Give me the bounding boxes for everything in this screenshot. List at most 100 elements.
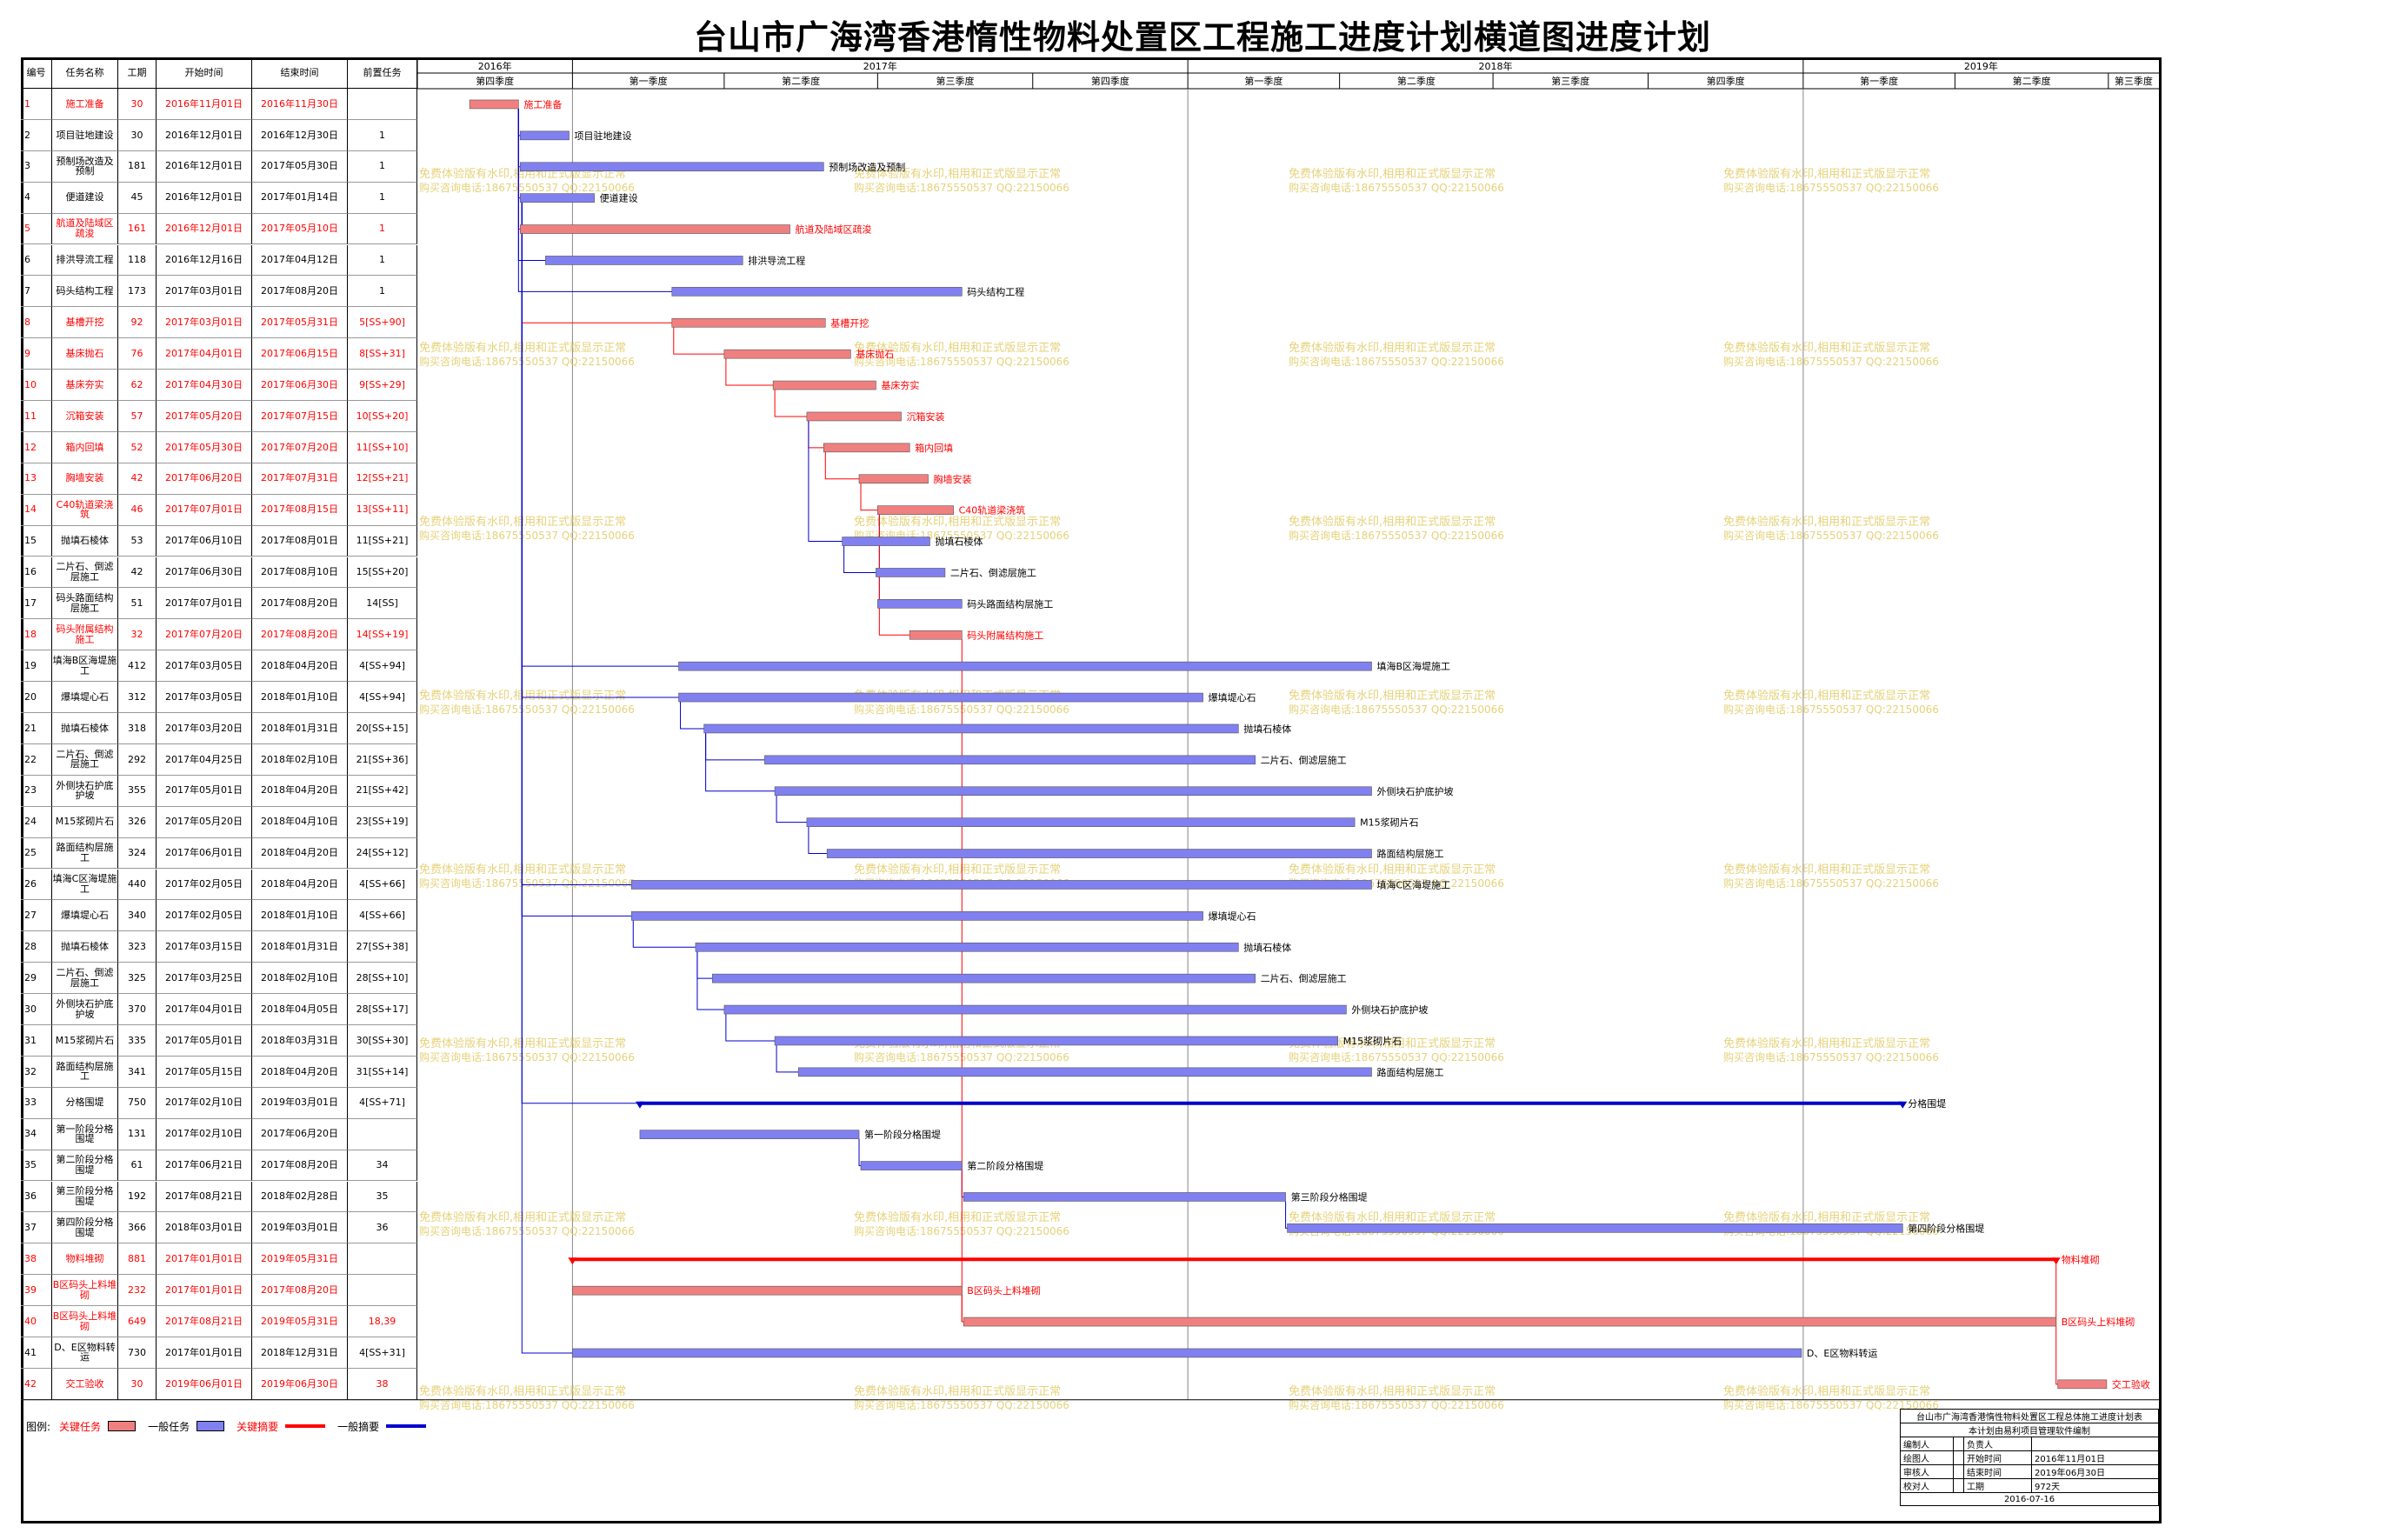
table-cell-end: 2017年08月15日 [252, 494, 348, 526]
task-bar [826, 849, 1372, 858]
table-cell-duration: 323 [118, 931, 157, 963]
watermark-text: 免费体验版有水印,相用和正式版显示正常 [854, 341, 1061, 355]
watermark-text: 免费体验版有水印,相用和正式版显示正常 [419, 1384, 626, 1398]
table-header-cell: 开始时间 [157, 57, 252, 89]
table-cell-start: 2017年04月01日 [157, 338, 252, 370]
title-block-cell [2031, 1437, 2159, 1451]
bar-label: 基床夯实 [881, 379, 919, 391]
table-cell-id: 12 [21, 431, 52, 463]
table-cell-duration: 232 [118, 1275, 157, 1307]
watermark-text: 免费体验版有水印,相用和正式版显示正常 [419, 1210, 626, 1224]
table-cell-predecessor: 24[SS+12] [348, 837, 417, 870]
table-cell-id: 10 [21, 370, 52, 401]
bar-label: 箱内回填 [915, 442, 953, 454]
watermark-text: 免费体验版有水印,相用和正式版显示正常 [1723, 515, 1930, 529]
table-cell-start: 2016年12月01日 [157, 182, 252, 214]
table-cell-id: 36 [21, 1181, 52, 1213]
table-cell-id: 15 [21, 525, 52, 557]
table-cell-id: 11 [21, 401, 52, 432]
table-cell-start: 2018年03月01日 [157, 1212, 252, 1244]
table-cell-id: 6 [21, 244, 52, 277]
watermark-text: 购买咨询电话:18675550537 QQ:22150066 [1289, 529, 1504, 542]
table-cell-name: 码头路面结构层施工 [52, 588, 118, 620]
table-cell-start: 2017年05月30日 [157, 431, 252, 463]
table-cell-end: 2019年03月01日 [252, 1212, 348, 1244]
table-cell-id: 37 [21, 1212, 52, 1244]
bar-label: 第四阶段分格围堤 [1908, 1222, 1984, 1234]
table-cell-end: 2018年02月10日 [252, 963, 348, 995]
table-cell-start: 2017年08月21日 [157, 1306, 252, 1337]
table-cell-id: 34 [21, 1118, 52, 1150]
table-cell-start: 2017年06月10日 [157, 525, 252, 557]
dependency-link [521, 202, 679, 698]
table-cell-id: 5 [21, 213, 52, 245]
table-cell-name: 外侧块石护底护坡 [52, 994, 118, 1025]
bar-label: 二片石、倒滤层施工 [1261, 755, 1347, 766]
table-cell-duration: 53 [118, 525, 157, 557]
dependency-link [521, 202, 632, 917]
table-cell-predecessor: 1 [348, 150, 417, 183]
quarter-label: 第一季度 [630, 75, 668, 87]
table-cell-predecessor: 4[SS+94] [348, 650, 417, 683]
table-cell-name: 第四阶段分格围堤 [52, 1212, 118, 1244]
table-cell-predecessor: 30[SS+30] [348, 1025, 417, 1057]
table-cell-end: 2018年04月05日 [252, 994, 348, 1025]
task-bar [764, 755, 1256, 765]
watermark-text: 免费体验版有水印,相用和正式版显示正常 [1723, 341, 1930, 355]
table-cell-end: 2018年04月20日 [252, 869, 348, 901]
bar-label: 排洪导流工程 [748, 254, 805, 266]
watermark-text: 免费体验版有水印,相用和正式版显示正常 [419, 689, 626, 703]
watermark-text: 免费体验版有水印,相用和正式版显示正常 [419, 1037, 626, 1050]
watermark-text: 购买咨询电话:18675550537 QQ:22150066 [1723, 877, 1939, 890]
table-cell-name: 物料堆砌 [52, 1243, 118, 1276]
table-cell-id: 19 [21, 650, 52, 683]
bar-label: 外侧块石护底护坡 [1376, 785, 1453, 797]
table-cell-name: 抛填石棱体 [52, 713, 118, 744]
table-cell-duration: 730 [118, 1337, 157, 1369]
table-cell-name: B区码头上料堆砌 [52, 1306, 118, 1337]
table-cell-name: 第三阶段分格围堤 [52, 1181, 118, 1213]
task-bar [519, 130, 570, 141]
table-cell-predecessor: 4[SS+71] [348, 1087, 417, 1119]
title-block-cell: 绘图人 [1899, 1450, 1955, 1465]
table-cell-duration: 412 [118, 650, 157, 683]
watermark-text: 购买咨询电话:18675550537 QQ:22150066 [1289, 1050, 1504, 1063]
table-cell-end: 2018年04月20日 [252, 1056, 348, 1088]
table-cell-end: 2017年08月20日 [252, 1275, 348, 1307]
table-cell-duration: 340 [118, 900, 157, 932]
table-cell-end: 2017年08月10日 [252, 557, 348, 589]
summary-end-marker [1898, 1101, 1908, 1109]
table-cell-id: 22 [21, 743, 52, 776]
year-label: 2016年 [478, 60, 512, 72]
table-cell-start: 2016年12月01日 [157, 119, 252, 151]
table-cell-start: 2017年07月01日 [157, 588, 252, 620]
table-cell-name: M15浆砌片石 [52, 806, 118, 838]
watermark-text: 免费体验版有水印,相用和正式版显示正常 [1723, 167, 1930, 181]
table-cell-duration: 42 [118, 463, 157, 495]
bar-label: 第二阶段分格围堤 [967, 1160, 1043, 1172]
table-cell-end: 2017年08月20日 [252, 276, 348, 308]
task-bar [519, 162, 824, 172]
table-cell-duration: 335 [118, 1025, 157, 1057]
table-cell-duration: 62 [118, 370, 157, 401]
task-bar [678, 661, 1372, 671]
table-cell-predecessor: 11[SS+10] [348, 431, 417, 463]
table-cell-end: 2019年06月30日 [252, 1368, 348, 1400]
task-bar [858, 474, 929, 484]
year-label: 2019年 [1964, 60, 1998, 72]
watermark-text: 免费体验版有水印,相用和正式版显示正常 [419, 515, 626, 529]
quarter-label: 第一季度 [1860, 75, 1898, 87]
table-cell-name: D、E区物料转运 [52, 1337, 118, 1369]
table-cell-id: 33 [21, 1087, 52, 1119]
table-cell-start: 2017年05月01日 [157, 1025, 252, 1057]
table-cell-name: B区码头上料堆砌 [52, 1275, 118, 1307]
dependency-link [521, 202, 679, 667]
table-cell-start: 2017年06月21日 [157, 1150, 252, 1182]
quarter-label: 第四季度 [1707, 75, 1745, 87]
table-cell-duration: 30 [118, 119, 157, 151]
table-cell-id: 30 [21, 994, 52, 1025]
table-cell-duration: 76 [118, 338, 157, 370]
year-label: 2017年 [863, 60, 897, 72]
table-cell-id: 40 [21, 1306, 52, 1337]
watermark-text: 免费体验版有水印,相用和正式版显示正常 [854, 1384, 1061, 1398]
